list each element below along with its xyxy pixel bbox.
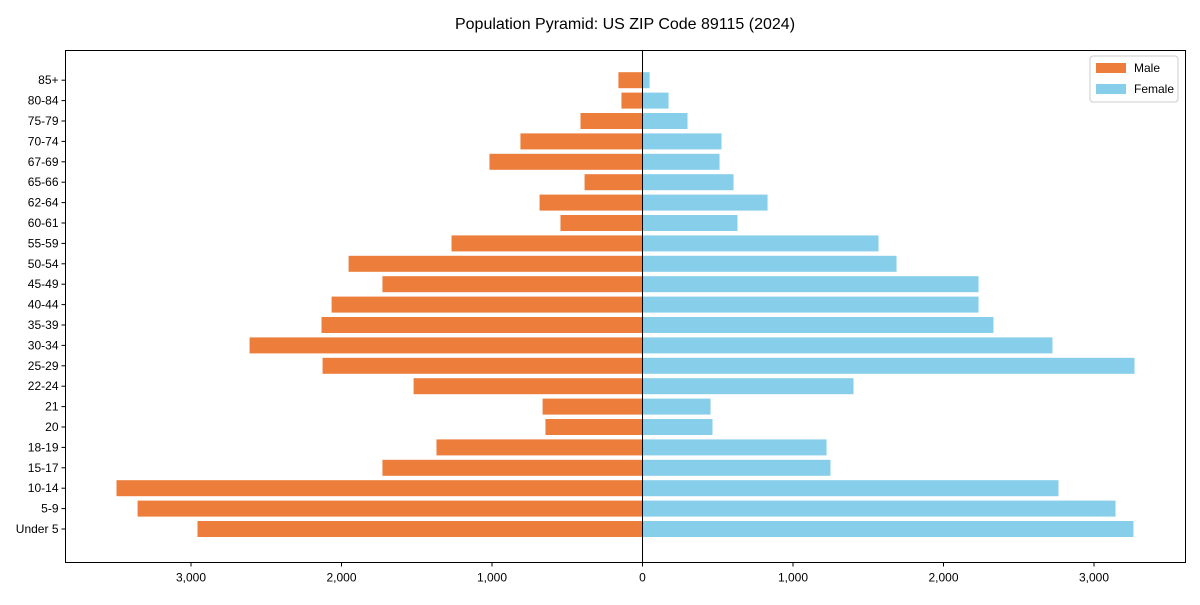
bar-male-65-66 <box>584 174 643 191</box>
y-tick-label: 85+ <box>38 73 58 87</box>
x-tick-label: 1,000 <box>477 571 507 585</box>
y-tick-label: 40-44 <box>28 298 59 312</box>
bar-male-15-17 <box>382 459 643 476</box>
bar-female-40-44 <box>642 296 979 313</box>
y-tick-label: 35-39 <box>28 318 59 332</box>
bar-male-60-61 <box>560 215 643 231</box>
y-tick-label: 70-74 <box>28 134 59 148</box>
bar-female-55-59 <box>642 235 879 252</box>
bar-male-45-49 <box>382 276 643 293</box>
legend: Male Female <box>1089 55 1179 103</box>
bar-male-50-54 <box>348 255 643 272</box>
plot-frame <box>65 50 1186 563</box>
bar-female-18-19 <box>642 439 827 456</box>
y-tick-label: 67-69 <box>28 155 59 169</box>
x-tick-label: 3,000 <box>1079 571 1109 585</box>
bar-male-85+ <box>618 72 643 89</box>
x-tick-label: 2,000 <box>326 571 356 585</box>
y-tick-label: 50-54 <box>28 257 59 271</box>
y-tick-label: 75-79 <box>28 114 59 128</box>
bar-male-35-39 <box>321 317 643 333</box>
x-tick-label: 0 <box>639 571 646 585</box>
x-tick-label: 2,000 <box>928 571 958 585</box>
x-tick-label: 3,000 <box>176 571 206 585</box>
y-tick-label: 5-9 <box>41 502 59 516</box>
bar-female-21 <box>642 398 711 415</box>
y-tick-label: 30-34 <box>28 338 59 352</box>
bar-female-75-79 <box>642 113 688 129</box>
bar-male-30-34 <box>249 337 643 354</box>
y-tick-label: 18-19 <box>28 440 59 454</box>
y-tick-label: 21 <box>45 400 59 414</box>
bar-female-10-14 <box>642 480 1059 497</box>
y-tick-label: 20 <box>45 420 59 434</box>
bar-male-under-5 <box>197 521 643 537</box>
bar-male-21 <box>542 398 643 415</box>
bar-female-30-34 <box>642 337 1053 354</box>
bar-female-5-9 <box>642 500 1116 517</box>
bar-male-75-79 <box>580 113 643 129</box>
bar-male-55-59 <box>451 235 643 252</box>
bar-female-80-84 <box>642 92 669 109</box>
y-tick-label: 10-14 <box>28 481 59 495</box>
legend-label-female: Female <box>1134 82 1174 96</box>
y-tick-label: 60-61 <box>28 216 59 230</box>
bar-female-70-74 <box>642 133 722 150</box>
bar-male-18-19 <box>436 439 643 456</box>
bar-male-62-64 <box>539 194 643 211</box>
bar-female-under-5 <box>642 521 1134 537</box>
bar-male-10-14 <box>116 480 643 497</box>
legend-swatch-male <box>1096 63 1126 73</box>
bar-male-20 <box>545 419 643 435</box>
y-tick-label: 62-64 <box>28 196 59 210</box>
y-tick-label: Under 5 <box>16 522 59 536</box>
y-tick-label: 55-59 <box>28 236 59 250</box>
y-tick-label: 22-24 <box>28 379 59 393</box>
bar-female-60-61 <box>642 215 738 231</box>
bar-male-5-9 <box>137 500 643 517</box>
bar-female-65-66 <box>642 174 734 191</box>
bar-female-62-64 <box>642 194 768 211</box>
x-tick-label: 1,000 <box>778 571 808 585</box>
bar-female-67-69 <box>642 153 720 170</box>
bar-male-22-24 <box>413 378 643 395</box>
bar-female-15-17 <box>642 459 831 476</box>
bar-female-22-24 <box>642 378 854 395</box>
bar-female-45-49 <box>642 276 979 293</box>
chart-title: Population Pyramid: US ZIP Code 89115 (2… <box>455 16 795 33</box>
y-tick-label: 15-17 <box>28 461 59 475</box>
y-tick-label: 25-29 <box>28 359 59 373</box>
y-tick-label: 65-66 <box>28 175 59 189</box>
y-tick-label: 80-84 <box>28 94 59 108</box>
bar-female-25-29 <box>642 357 1135 374</box>
bar-male-70-74 <box>520 133 643 150</box>
bar-female-20 <box>642 419 713 435</box>
bar-male-25-29 <box>322 357 643 374</box>
bar-male-67-69 <box>489 153 643 170</box>
bar-female-50-54 <box>642 255 897 272</box>
legend-swatch-female <box>1096 84 1126 94</box>
legend-label-male: Male <box>1134 61 1160 75</box>
bar-female-85+ <box>642 72 650 89</box>
y-tick-label: 45-49 <box>28 277 59 291</box>
bar-male-40-44 <box>331 296 643 313</box>
bar-female-35-39 <box>642 317 994 333</box>
bar-male-80-84 <box>621 92 643 109</box>
